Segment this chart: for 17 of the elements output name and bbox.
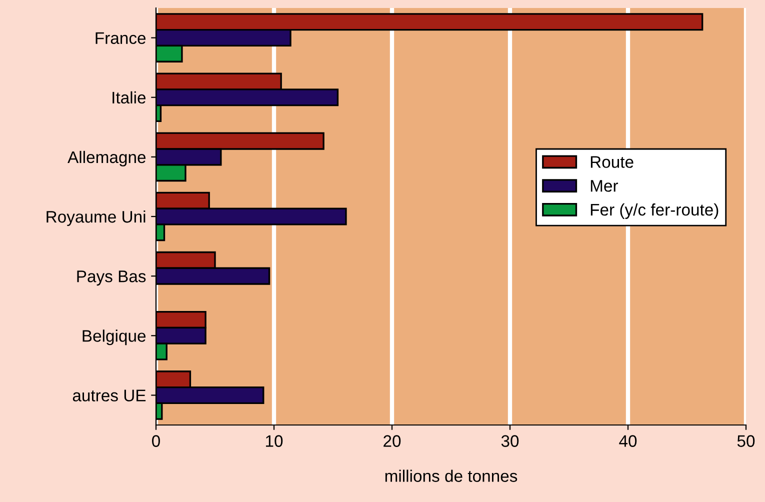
y-tick-label: Belgique: [82, 330, 146, 346]
legend-label: Route: [590, 156, 634, 168]
y-tick-label: Allemagne: [68, 150, 146, 166]
y-tick-label: Royaume Uni: [46, 210, 146, 226]
legend-label: Fer (y/c fer-route): [590, 203, 718, 219]
y-tick-label: Italie: [112, 91, 146, 104]
x-tick-label: 0: [152, 435, 160, 447]
x-axis-title: millions de tonnes: [385, 470, 518, 482]
legend-label: Mer: [590, 180, 618, 192]
x-tick-label: 30: [501, 435, 519, 447]
x-tick-label: 40: [619, 435, 637, 447]
y-tick-label: autres UE: [72, 390, 146, 402]
x-tick-label: 20: [384, 435, 401, 447]
y-tick-label: Pays Bas: [77, 270, 146, 286]
y-tick-label: France: [96, 32, 146, 44]
x-tick-label: 10: [266, 435, 283, 447]
x-tick-label: 50: [737, 435, 755, 447]
